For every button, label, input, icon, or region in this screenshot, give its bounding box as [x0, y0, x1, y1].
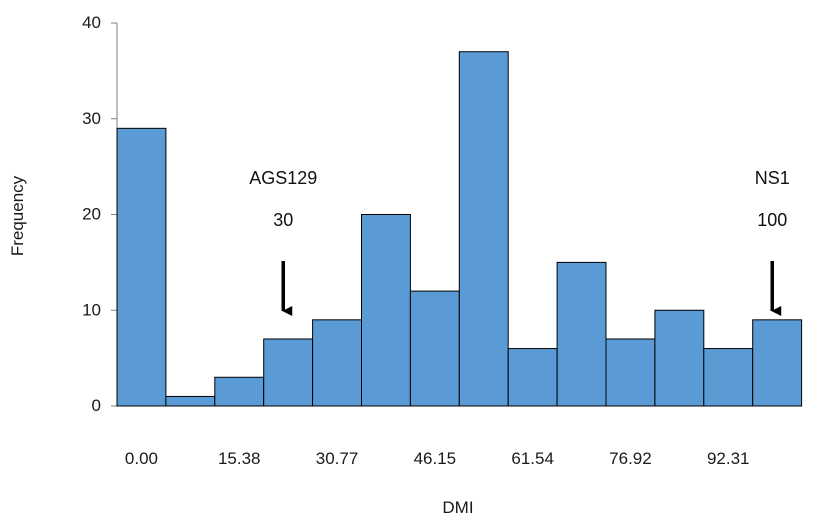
y-tick-label: 20: [82, 205, 101, 224]
y-tick-label: 40: [82, 13, 101, 32]
x-axis-ticks: 0.00 15.38 30.77 46.15 61.54 76.92 92.31: [125, 449, 750, 468]
annotation-value: 30: [273, 210, 293, 230]
annotation-name: AGS129: [249, 168, 317, 188]
histogram-bar: [214, 376, 265, 407]
histogram-bar: [752, 319, 803, 407]
x-tick-label: 0.00: [125, 449, 158, 468]
x-tick-label: 15.38: [218, 449, 261, 468]
annotations: AGS129 30 NS1 100: [249, 168, 790, 316]
histogram-bar: [312, 319, 363, 407]
histogram-bar: [703, 348, 754, 407]
histogram-bar: [654, 309, 705, 407]
y-tick-label: 30: [82, 109, 101, 128]
x-tick-label: 46.15: [414, 449, 457, 468]
x-axis-label: DMI: [442, 498, 473, 517]
bars: [116, 51, 803, 407]
y-tick-label: 10: [82, 300, 101, 319]
annotation-value: 100: [757, 210, 787, 230]
x-tick-label: 92.31: [707, 449, 750, 468]
y-tick-label: 0: [92, 396, 101, 415]
x-tick-label: 61.54: [511, 449, 554, 468]
histogram-bar: [556, 261, 607, 407]
histogram-bar: [605, 338, 656, 407]
histogram-bar: [361, 214, 411, 407]
annotation-name: NS1: [755, 168, 790, 188]
histogram-bar: [116, 127, 167, 407]
histogram-bar: [165, 395, 216, 407]
histogram-bar: [458, 51, 509, 407]
y-axis-label: Frequency: [8, 175, 27, 256]
histogram-bar: [507, 348, 558, 407]
x-tick-label: 76.92: [609, 449, 652, 468]
x-tick-label: 30.77: [316, 449, 359, 468]
histogram-bar: [409, 290, 460, 407]
histogram-bar: [263, 338, 314, 407]
